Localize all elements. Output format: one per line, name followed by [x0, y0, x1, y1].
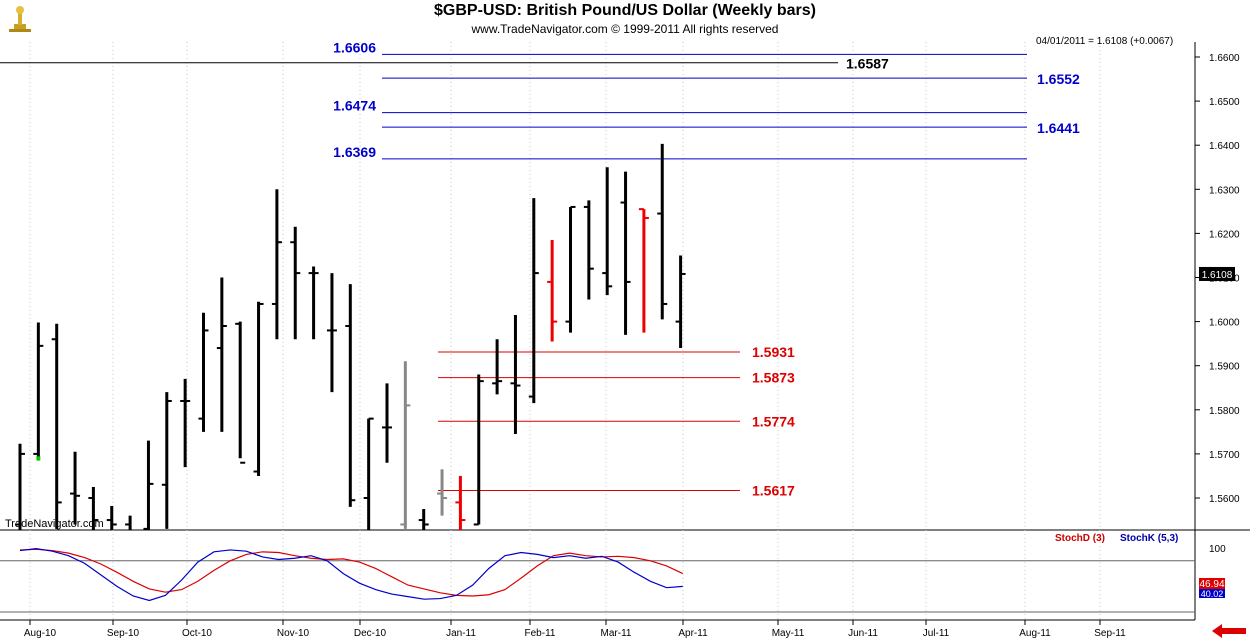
- ohlc-bar: [308, 266, 319, 340]
- ohlc-bar: [437, 469, 448, 516]
- ohlc-bar: [363, 417, 374, 530]
- golden-trade-navigator-logo-icon[interactable]: [4, 4, 34, 34]
- ohlc-bar: [125, 515, 132, 530]
- ohlc-bar: [88, 486, 99, 530]
- stochd-value: 46.94: [1199, 579, 1224, 590]
- ohlc-bar: [216, 277, 227, 432]
- level-label: 1.6552: [1037, 71, 1080, 87]
- ohlc-bar: [15, 443, 25, 530]
- ohlc-bar: [198, 312, 209, 432]
- y-tick-label: 1.6400: [1209, 141, 1240, 152]
- ohlc-bar: [565, 205, 576, 333]
- y-tick-label: 1.6600: [1209, 53, 1240, 64]
- level-label: 1.5617: [752, 483, 795, 499]
- x-tick-label: Jun-11: [848, 628, 878, 639]
- stochd-value-box: [1199, 578, 1225, 589]
- ohlc-bar: [492, 339, 503, 395]
- ohlc-bar: [400, 361, 411, 529]
- ohlc-bar: [675, 255, 686, 349]
- ohlc-bar: [657, 143, 668, 320]
- ohlc-bar: [326, 273, 337, 393]
- ohlc-bar: [638, 208, 649, 333]
- ohlc-bar: [51, 323, 62, 529]
- ohlc-bar: [235, 321, 246, 464]
- y-tick-label: 1.6000: [1209, 318, 1240, 329]
- y-tick-label: 1.6300: [1209, 185, 1240, 196]
- legend-stochd: StochD (3): [1055, 533, 1105, 544]
- x-tick-label: Nov-10: [277, 628, 310, 639]
- x-tick-label: Apr-11: [678, 628, 708, 639]
- x-tick-label: Jan-11: [446, 628, 476, 639]
- ohlc-bar: [382, 383, 392, 463]
- stochd-line: [19, 548, 684, 597]
- x-tick-label: Sep-11: [1094, 628, 1126, 639]
- level-label: 1.6369: [333, 144, 376, 160]
- ohlc-bar: [620, 171, 631, 335]
- x-tick-label: Oct-10: [182, 628, 212, 639]
- x-tick-label: May-11: [772, 628, 805, 639]
- stochk-value-box: [1199, 589, 1225, 598]
- y-tick-label: 1.5600: [1209, 494, 1240, 505]
- last-price-label: 1.6108: [1202, 270, 1233, 281]
- ohlc-bar: [33, 322, 44, 461]
- level-label: 1.5774: [752, 413, 795, 429]
- x-tick-label: Mar-11: [601, 628, 632, 639]
- green-marker: [36, 456, 41, 461]
- ohlc-bar: [510, 314, 521, 435]
- level-label: 1.6587: [846, 56, 889, 72]
- level-label: 1.5931: [752, 344, 795, 360]
- ohlc-bar: [180, 378, 191, 468]
- x-tick-label: Aug-11: [1019, 628, 1051, 639]
- ohlc-bar: [602, 167, 613, 296]
- y-tick-label: 1.6200: [1209, 229, 1240, 240]
- stochk-line: [19, 548, 683, 602]
- x-tick-label: Aug-10: [24, 628, 57, 639]
- y-tick-label: 1.6500: [1209, 97, 1240, 108]
- stoch-tick-label: 100: [1209, 544, 1226, 555]
- level-label: 1.6441: [1037, 120, 1080, 136]
- y-tick-label: 1.5700: [1209, 450, 1240, 461]
- ohlc-bar: [253, 301, 264, 476]
- level-label: 1.6474: [333, 98, 376, 114]
- red-left-arrow-icon[interactable]: [1212, 624, 1246, 638]
- stochk-value: 40.02: [1201, 589, 1224, 599]
- y-tick-label: 1.5800: [1209, 406, 1240, 417]
- x-tick-label: Feb-11: [525, 628, 556, 639]
- ohlc-bar: [583, 200, 594, 300]
- last-price-box: [1199, 266, 1235, 281]
- x-tick-label: Dec-10: [354, 628, 387, 639]
- level-label: 1.5873: [752, 370, 795, 386]
- watermark: TradeNavigator.com: [5, 518, 104, 530]
- ohlc-bar: [473, 374, 484, 526]
- ohlc-bar: [345, 284, 356, 507]
- ohlc-bar: [143, 440, 154, 530]
- ohlc-bar: [547, 240, 558, 342]
- ohlc-bar: [106, 505, 117, 530]
- ohlc-bar: [418, 509, 429, 530]
- chart-title: $GBP-USD: British Pound/US Dollar (Weekl…: [434, 2, 816, 19]
- chart-subtitle: www.TradeNavigator.com © 1999-2011 All r…: [471, 22, 779, 36]
- ohlc-bar: [161, 392, 172, 529]
- ohlc-bar: [528, 198, 539, 404]
- y-tick-label: 1.5900: [1209, 362, 1240, 373]
- x-tick-label: Jul-11: [923, 628, 950, 639]
- level-label: 1.6606: [333, 39, 376, 55]
- ohlc-bar: [290, 226, 301, 340]
- price-readout: 04/01/2011 = 1.6108 (+0.0067): [1036, 36, 1174, 47]
- ohlc-bar: [271, 189, 282, 340]
- legend-stochk: StochK (5,3): [1120, 533, 1179, 544]
- x-tick-label: Sep-10: [107, 628, 140, 639]
- ohlc-bar: [455, 475, 466, 530]
- ohlc-bar: [70, 451, 81, 525]
